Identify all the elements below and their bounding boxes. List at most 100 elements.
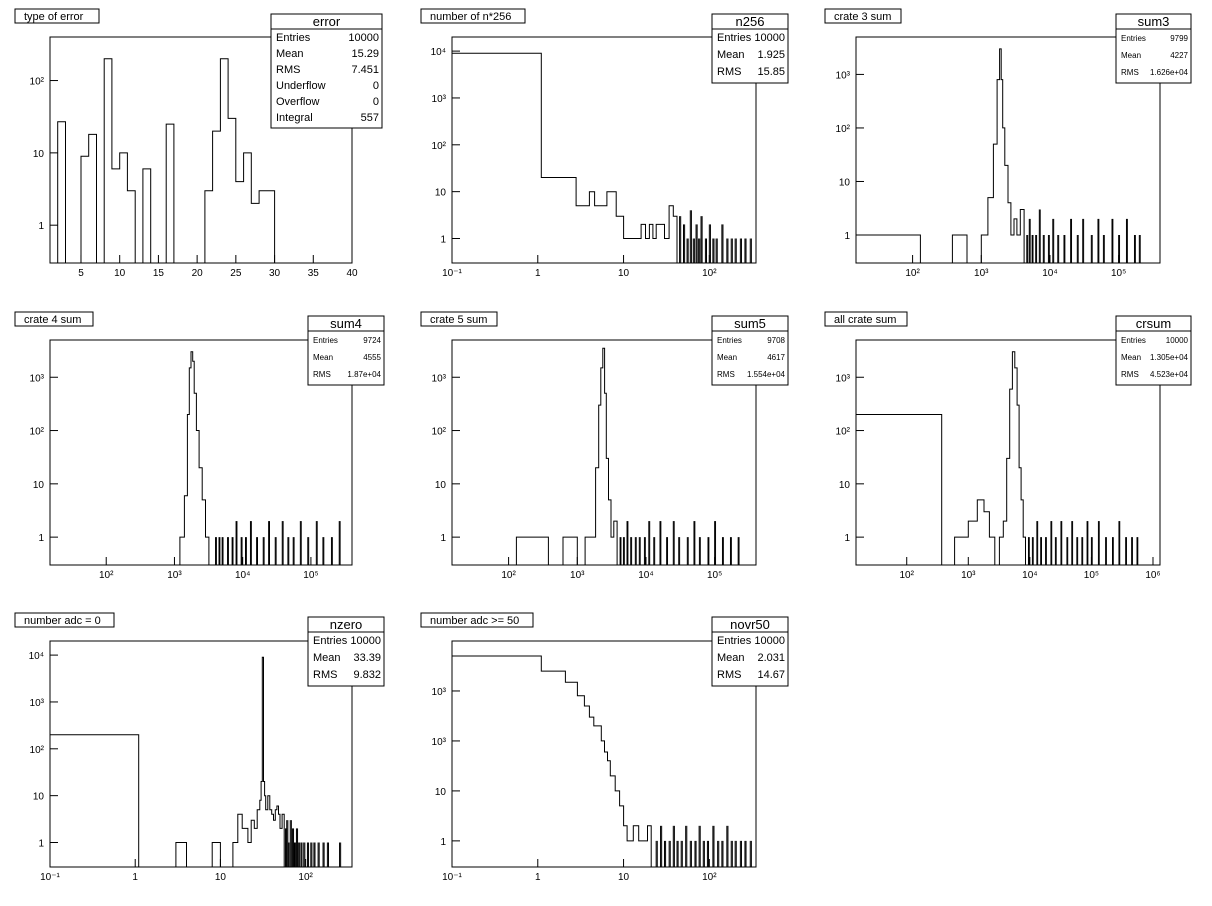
stats-value: 10000 [350,635,381,647]
stats-value: 1.925 [757,49,785,61]
stats-box [1115,315,1192,386]
y-tick-label: 10³ [30,698,45,709]
histogram-title: number adc = 0 [24,615,101,627]
y-tick-label: 1 [38,839,44,850]
stats-value: 9.832 [353,669,381,681]
stats-value: 9708 [767,336,785,345]
x-tick-label: 35 [308,268,320,279]
x-tick-label: 10² [702,872,717,883]
x-tick-label: 10⁴ [1042,268,1057,279]
histogram-title: number of n*256 [430,11,511,23]
stats-label: Entries [276,32,311,44]
histogram-title: crate 5 sum [430,314,487,326]
x-tick-label: 30 [269,268,281,279]
y-tick-label: 10 [839,480,851,491]
stats-label: RMS [717,370,735,379]
y-tick-label: 10³ [836,70,851,81]
stats-value: 4555 [363,353,381,362]
stats-value: 10000 [754,32,785,44]
y-tick-label: 10² [30,427,45,438]
stats-value: 2.031 [757,652,785,664]
y-tick-label: 10² [432,141,447,152]
y-tick-label: 10 [33,792,45,803]
histogram-line [57,58,276,264]
y-tick-label: 10² [30,77,45,88]
y-tick-label: 10 [33,149,45,160]
histogram-line [855,48,1025,264]
stats-label: Mean [717,652,745,664]
stats-label: RMS [313,669,337,681]
plot-frame [855,339,1161,566]
y-tick-label: 10³ [432,687,447,698]
title-box [420,612,534,628]
plot-frame [49,640,353,868]
x-tick-label: 10⁴ [638,570,653,581]
y-tick-label: 1 [440,235,446,246]
stats-value: 9724 [363,336,381,345]
title-box [14,612,115,628]
histogram-pad-sum4: 10² 10³ 10⁴ 10⁵ 1 10 10² 10³ crate 4 sum sum4 Entr… [14,311,385,581]
stats-value: 1.554e+04 [747,370,786,379]
y-tick-label: 10 [435,480,447,491]
stats-value: 1.305e+04 [1150,353,1189,362]
y-tick-label: 10 [33,480,45,491]
y-tick-label: 10 [435,787,447,798]
stats-label: Entries [717,32,752,44]
stats-name: sum5 [734,316,766,331]
plot-frame [49,339,353,566]
x-tick-label: 20 [192,268,204,279]
stats-value: 4227 [1170,51,1188,60]
y-tick-label: 1 [38,533,44,544]
histogram-title: type of error [24,11,84,23]
y-tick-label: 10³ [432,94,447,105]
histogram-pad-nzero: 10⁻¹ 1 10 10² 1 10 10² 10³ 10⁴ number adc = 0 nzer… [14,612,385,883]
title-box [824,8,902,24]
stats-label: RMS [717,669,741,681]
stats-label: RMS [313,370,331,379]
x-tick-label: 10² [905,268,920,279]
stats-value: 0 [373,80,379,92]
stats-label: RMS [276,64,300,76]
y-tick-label: 10³ [30,373,45,384]
y-tick-label: 10² [836,427,851,438]
stats-name: nzero [330,617,363,632]
x-tick-label: 10³ [570,570,585,581]
x-tick-label: 10⁵ [1084,570,1099,581]
x-tick-label: 10³ [167,570,182,581]
stats-value: 9799 [1170,34,1188,43]
stats-label: RMS [1121,68,1139,77]
stats-value: 7.451 [351,64,379,76]
y-tick-label: 1 [440,533,446,544]
stats-value: 4617 [767,353,785,362]
histogram-line [451,655,652,867]
stats-label: Mean [1121,51,1141,60]
y-tick-label: 1 [844,231,850,242]
stats-box [711,315,789,386]
stats-value: 10000 [348,32,379,44]
x-tick-label: 10⁵ [1111,268,1126,279]
x-tick-label: 1 [132,872,138,883]
y-tick-label: 10 [435,188,447,199]
stats-label: Overflow [276,96,319,108]
x-tick-label: 10⁻¹ [442,872,462,883]
x-tick-label: 10⁴ [1022,570,1037,581]
title-box [824,311,908,327]
histogram-line [49,656,285,868]
x-tick-label: 10⁵ [303,570,318,581]
title-box [14,8,100,24]
histogram-line [451,52,678,263]
histogram-pad-n256: 10⁻¹ 1 10 10² 1 10 10² 10³ 10⁴ number of n*256 n25… [420,8,789,279]
x-tick-label: 10 [215,872,227,883]
stats-value: 15.29 [351,48,379,60]
stats-box [1115,13,1192,84]
x-tick-label: 10² [99,570,114,581]
histogram-pad-sum3: 10² 10³ 10⁴ 10⁵ 1 10 10² 10³ crate 3 sum sum3 Entr… [824,8,1192,279]
x-tick-label: 10⁻¹ [40,872,60,883]
stats-name: sum4 [330,316,362,331]
y-tick-label: 10² [836,124,851,135]
stats-label: Mean [717,353,737,362]
x-tick-label: 1 [535,268,541,279]
x-tick-label: 1 [535,872,541,883]
stats-value: 14.67 [757,669,785,681]
y-tick-label: 10³ [836,373,851,384]
